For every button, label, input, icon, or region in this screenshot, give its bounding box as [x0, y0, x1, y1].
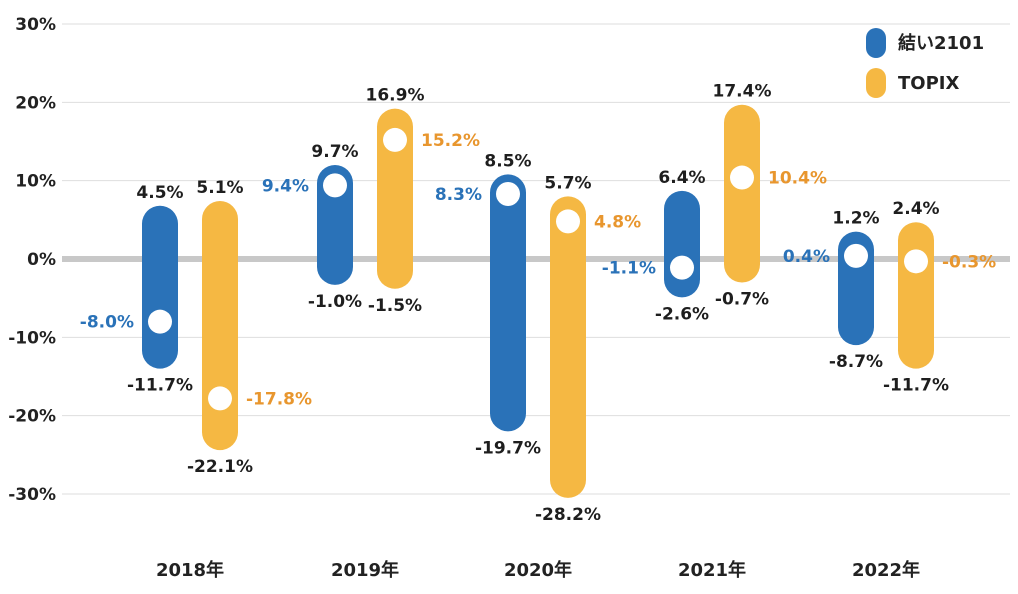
annual-label: -17.8%	[246, 389, 312, 409]
annual-return-dot	[208, 386, 232, 411]
annual-label: 9.4%	[262, 176, 309, 196]
low-label: -1.5%	[368, 296, 422, 316]
range-bar	[377, 108, 413, 289]
y-tick-label: -10%	[8, 328, 56, 348]
high-label: 5.7%	[544, 173, 591, 193]
range-bar	[142, 205, 178, 369]
range-bar	[317, 165, 353, 285]
x-axis: 2018年 2019年 2020年 2021年 2022年	[156, 559, 920, 581]
low-label: -19.7%	[475, 438, 541, 458]
annual-label: 15.2%	[421, 131, 480, 151]
high-label: 2.4%	[892, 199, 939, 219]
legend-label: 結い2101	[898, 32, 984, 54]
low-label: -2.6%	[655, 304, 709, 324]
high-label: 9.7%	[311, 142, 358, 162]
legend-label: TOPIX	[898, 73, 959, 94]
range-bar	[490, 174, 526, 432]
annual-label: 8.3%	[435, 185, 482, 205]
x-tick-label: 2019年	[331, 559, 399, 581]
y-tick-label: 10%	[15, 172, 56, 192]
low-label: -0.7%	[715, 289, 769, 309]
low-label: -11.7%	[127, 376, 193, 396]
x-tick-label: 2021年	[678, 559, 746, 581]
x-tick-label: 2018年	[156, 559, 224, 581]
legend-swatch	[866, 28, 886, 58]
low-label: -22.1%	[187, 457, 253, 477]
range-bar	[898, 222, 934, 369]
annual-return-dot	[904, 249, 928, 274]
annual-label: 10.4%	[768, 169, 827, 189]
annual-label: -8.0%	[80, 313, 134, 333]
low-label: -28.2%	[535, 505, 601, 525]
annual-return-dot	[556, 209, 580, 234]
data-labels: 4.5% -11.7% -8.0% 9.7% -1.0% 9.4% 8.5% -19.7% 8.…	[80, 82, 996, 525]
low-label: -1.0%	[308, 292, 362, 312]
annual-label: 4.8%	[594, 212, 641, 232]
bars	[142, 104, 934, 498]
annual-label: 0.4%	[783, 247, 830, 267]
annual-label: -1.1%	[602, 259, 656, 279]
x-tick-label: 2022年	[852, 559, 920, 581]
y-tick-label: 30%	[15, 15, 56, 35]
high-label: 1.2%	[832, 209, 879, 229]
high-label: 8.5%	[484, 151, 531, 171]
annual-return-dot	[730, 165, 754, 190]
annual-return-dot	[496, 181, 520, 206]
low-label: -11.7%	[883, 376, 949, 396]
y-tick-label: -20%	[8, 407, 56, 427]
legend-swatch	[866, 68, 886, 98]
high-label: 5.1%	[196, 178, 243, 198]
annual-return-dot	[844, 243, 868, 268]
annual-return-dot	[670, 255, 694, 280]
annual-return-dot	[323, 173, 347, 198]
annual-label: -0.3%	[942, 252, 996, 272]
high-label: 16.9%	[366, 86, 425, 106]
y-tick-label: 0%	[27, 250, 56, 270]
range-bar	[550, 196, 586, 498]
range-bar	[664, 190, 700, 298]
annual-return-dot	[383, 127, 407, 152]
y-tick-label: 20%	[15, 93, 56, 113]
high-label: 4.5%	[136, 183, 183, 203]
y-tick-label: -30%	[8, 485, 56, 505]
y-axis: 30% 20% 10% 0% -10% -20% -30%	[8, 15, 56, 505]
x-tick-label: 2020年	[504, 559, 572, 581]
legend: 結い2101 TOPIX	[866, 28, 984, 98]
high-label: 6.4%	[658, 168, 705, 188]
low-label: -8.7%	[829, 352, 883, 372]
range-bar	[724, 104, 760, 283]
annual-return-dot	[148, 309, 172, 334]
high-label: 17.4%	[713, 82, 772, 102]
range-bar	[202, 201, 238, 451]
